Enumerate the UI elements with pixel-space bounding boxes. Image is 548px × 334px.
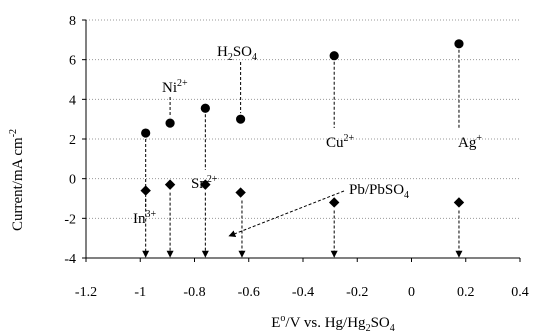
- label-ni2: Ni2+: [162, 78, 188, 96]
- y-axis-title: Current/mA cm-2: [8, 129, 26, 231]
- y-tick-label: 8: [69, 14, 76, 29]
- leader-pb: [228, 190, 345, 237]
- point-circle: [141, 128, 151, 138]
- x-axis-title: Eo/V vs. Hg/Hg2SO4: [271, 313, 395, 334]
- point-circle: [236, 114, 246, 124]
- point-diamond: [235, 187, 246, 198]
- y-tick-label: 6: [69, 54, 76, 69]
- x-tick-label: 0: [408, 285, 415, 300]
- y-tick-label: 0: [69, 173, 76, 188]
- point-circle: [165, 118, 175, 128]
- label-h2so4: H2SO4: [217, 44, 257, 63]
- point-circle: [200, 103, 210, 113]
- point-diamond: [453, 197, 465, 208]
- y-tick-label: 2: [69, 133, 76, 148]
- point-diamond: [328, 197, 340, 208]
- grid-layer: [86, 19, 520, 219]
- label-layer: 8 6 4 2 0 -2 -4 -1.2 -1 -0.8 -0.6 -0.4 -0.2 0 0.2 0.4: [64, 14, 528, 300]
- x-tick-label: -0.8: [183, 285, 205, 300]
- y-tick-label: 4: [69, 93, 76, 108]
- axis-layer: [82, 19, 521, 262]
- label-pb-pbso4: Pb/PbSO4: [349, 182, 409, 201]
- x-tick-label: -0.4: [292, 285, 314, 300]
- x-tick-label: 0.4: [511, 285, 529, 300]
- point-circle: [454, 39, 464, 49]
- point-diamond: [200, 179, 211, 190]
- point-diamond: [140, 185, 151, 196]
- point-diamond: [164, 179, 176, 190]
- lead-layer: [142, 49, 463, 258]
- label-sn2: Sn2+: [191, 174, 218, 192]
- x-tick-label: -0.6: [238, 285, 260, 300]
- x-tick-label: -1: [134, 285, 146, 300]
- y-tick-label: -2: [64, 212, 76, 227]
- x-tick-label: -1.2: [75, 285, 97, 300]
- point-layer: [140, 39, 465, 208]
- y-tick-label: -4: [64, 252, 76, 267]
- label-ag: Ag+: [458, 133, 482, 151]
- point-circle: [329, 51, 339, 61]
- label-in3: In3+: [133, 209, 157, 227]
- label-cu2: Cu2+: [326, 133, 355, 151]
- x-tick-label: -0.2: [346, 285, 368, 300]
- x-tick-label: 0.2: [457, 285, 475, 300]
